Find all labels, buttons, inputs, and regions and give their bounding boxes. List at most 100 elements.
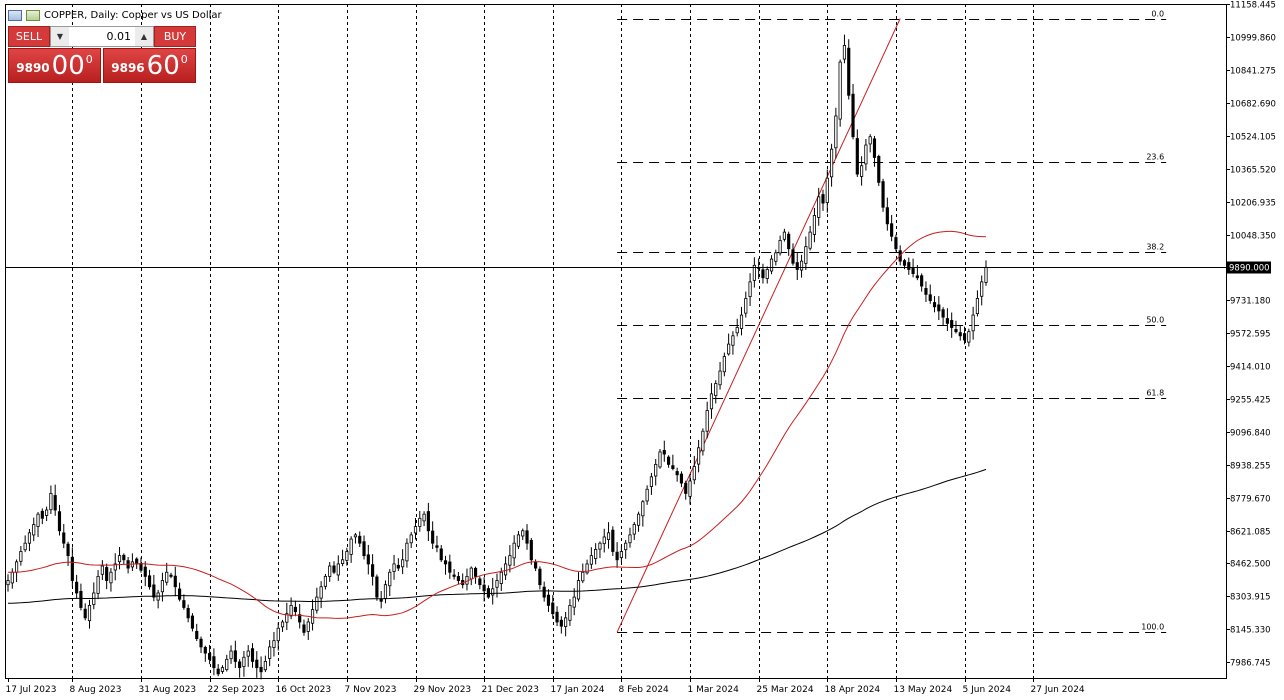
candle-body-up bbox=[594, 549, 598, 559]
candle bbox=[542, 581, 546, 602]
candle bbox=[195, 623, 199, 642]
candle-body-down bbox=[293, 606, 297, 613]
lot-increase-icon[interactable]: ▲ bbox=[135, 27, 153, 46]
candle-body-up bbox=[32, 524, 36, 536]
candle bbox=[546, 589, 551, 612]
candle bbox=[727, 333, 731, 356]
candle-body-up bbox=[160, 580, 165, 593]
candle bbox=[868, 134, 872, 153]
candle bbox=[851, 83, 855, 140]
candle bbox=[611, 526, 615, 556]
candle bbox=[285, 602, 289, 631]
fib-level-label: 61.8 bbox=[1146, 389, 1164, 398]
candle bbox=[881, 178, 885, 212]
candle-body-up bbox=[340, 559, 345, 565]
candle-body-up bbox=[564, 617, 568, 627]
candle-body-down bbox=[298, 614, 302, 623]
candle-body-down bbox=[40, 510, 44, 519]
candle-body-up bbox=[246, 650, 250, 657]
candle bbox=[362, 535, 366, 560]
price-tick-label: 10048.350 bbox=[1230, 232, 1276, 242]
price-tick-label: 10841.275 bbox=[1230, 67, 1276, 77]
candle-body-up bbox=[100, 565, 104, 575]
candle bbox=[57, 504, 62, 536]
candle bbox=[259, 656, 263, 680]
time-axis[interactable]: 17 Jul 2023 8 Aug 2023 31 Aug 2023 22 Sep 2… bbox=[6, 678, 1085, 695]
chart-window-icon bbox=[8, 9, 22, 21]
candle bbox=[409, 532, 413, 549]
candle bbox=[782, 228, 786, 242]
bid-price-button[interactable]: 9890 00 0 bbox=[8, 48, 101, 83]
candle-body-down bbox=[920, 275, 924, 287]
candle bbox=[220, 665, 225, 674]
candle-body-down bbox=[143, 566, 147, 577]
candle bbox=[855, 129, 859, 177]
candle-body-up bbox=[860, 165, 864, 177]
sell-button[interactable]: SELL bbox=[8, 26, 50, 47]
candle-body-down bbox=[546, 594, 551, 606]
candle bbox=[769, 255, 774, 275]
candle-body-down bbox=[443, 560, 448, 565]
candle bbox=[32, 517, 36, 542]
candle-body-up bbox=[628, 534, 632, 544]
candle bbox=[452, 569, 456, 580]
candle bbox=[598, 541, 602, 559]
candle bbox=[75, 574, 79, 599]
candle bbox=[336, 555, 340, 581]
price-tick-label: 9096.840 bbox=[1230, 429, 1271, 439]
candle-body-down bbox=[203, 647, 207, 654]
candle bbox=[821, 189, 825, 211]
candle-body-up bbox=[225, 658, 229, 670]
candle-body-down bbox=[482, 584, 486, 592]
candle-body-up bbox=[632, 524, 636, 535]
candle-body-down bbox=[851, 93, 855, 138]
buy-button[interactable]: BUY bbox=[154, 26, 196, 47]
time-tick-label: 16 Oct 2023 bbox=[276, 685, 332, 695]
candle-body-up bbox=[392, 563, 396, 572]
chart-type-icon bbox=[26, 9, 40, 21]
candle bbox=[306, 618, 310, 640]
price-tick-label: 8779.670 bbox=[1230, 495, 1271, 505]
candle-body-up bbox=[521, 530, 525, 537]
candle bbox=[169, 572, 173, 579]
lot-size-input[interactable]: 0.01 bbox=[106, 30, 132, 43]
candle bbox=[53, 484, 57, 516]
bid-price-sup: 0 bbox=[85, 53, 93, 66]
candle-body-up bbox=[319, 586, 323, 599]
candle bbox=[932, 296, 937, 313]
ask-price-button[interactable]: 9896 60 0 bbox=[103, 48, 196, 83]
candle-body-down bbox=[70, 556, 74, 581]
lot-decrease-icon[interactable]: ▼ bbox=[51, 27, 69, 46]
candle-body-down bbox=[57, 511, 62, 532]
candle bbox=[310, 599, 315, 631]
candle bbox=[551, 595, 555, 619]
candle-body-down bbox=[954, 329, 958, 333]
candle-body-up bbox=[36, 513, 40, 527]
candle-body-down bbox=[478, 578, 482, 586]
candle bbox=[143, 561, 147, 587]
candle bbox=[263, 655, 267, 673]
candle bbox=[280, 619, 285, 632]
candle bbox=[662, 440, 666, 462]
candle bbox=[825, 169, 829, 213]
candle bbox=[96, 570, 100, 600]
candle bbox=[606, 522, 611, 549]
candle bbox=[594, 543, 598, 565]
ask-price-sup: 0 bbox=[180, 53, 188, 66]
candle-body-down bbox=[250, 648, 255, 662]
candle bbox=[842, 34, 847, 64]
candle-body-down bbox=[135, 558, 139, 565]
candle-body-down bbox=[426, 511, 430, 532]
candle bbox=[439, 544, 443, 562]
candle-body-up bbox=[96, 575, 100, 594]
price-axis[interactable]: 11158.445 10999.860 10841.275 10682.690 1052… bbox=[1226, 1, 1276, 669]
candle-body-down bbox=[551, 602, 555, 615]
candle bbox=[6, 574, 10, 592]
candle bbox=[328, 562, 332, 582]
candle-body-up bbox=[280, 621, 285, 628]
candle-body-down bbox=[894, 237, 898, 250]
candle bbox=[199, 636, 203, 654]
candle-body-down bbox=[431, 530, 435, 544]
lot-size-stepper[interactable]: ▼ 0.01 ▲ bbox=[50, 26, 154, 47]
